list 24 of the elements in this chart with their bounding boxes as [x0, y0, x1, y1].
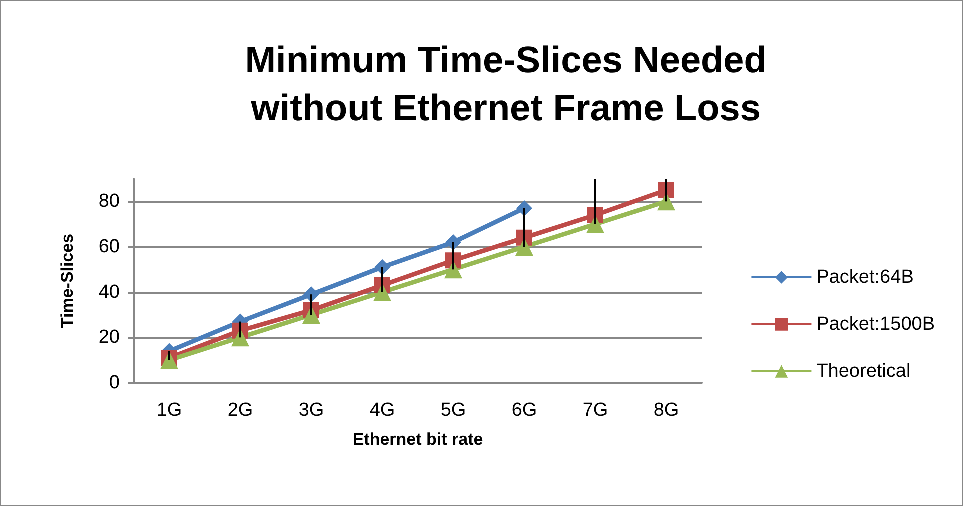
- point: [658, 192, 676, 211]
- y-tick-label: 60: [98, 236, 120, 258]
- x-tick-label: 7G: [582, 400, 608, 421]
- chart-title: Minimum Time-Slices Needed without Ethernet Frame Loss: [245, 40, 767, 128]
- legend-label: Packet:1500B: [816, 314, 936, 335]
- x-tick-label: 2G: [228, 400, 254, 421]
- x-axis-title: Ethernet bit rate: [352, 430, 484, 449]
- x-tick-label: 5G: [440, 400, 466, 421]
- x-tick-label: 4G: [370, 400, 396, 421]
- legend-label: Packet:64B: [816, 267, 914, 288]
- y-tick-label: 40: [98, 282, 120, 303]
- point: [302, 306, 320, 324]
- y-tick-label: 80: [98, 191, 120, 212]
- x-tick-label: 8G: [654, 400, 680, 421]
- legend-label: Theoretical: [816, 361, 911, 382]
- y-tick-label: 20: [98, 327, 120, 348]
- y-axis-title: Time-Slices: [58, 234, 77, 328]
- point: [444, 260, 462, 279]
- y-tick-label: 0: [109, 372, 120, 394]
- x-tick-label: 1G: [156, 400, 182, 421]
- point: [516, 238, 534, 256]
- x-tick-label: 3G: [298, 400, 324, 421]
- point: [232, 328, 250, 347]
- x-tick-label: 6G: [512, 400, 538, 421]
